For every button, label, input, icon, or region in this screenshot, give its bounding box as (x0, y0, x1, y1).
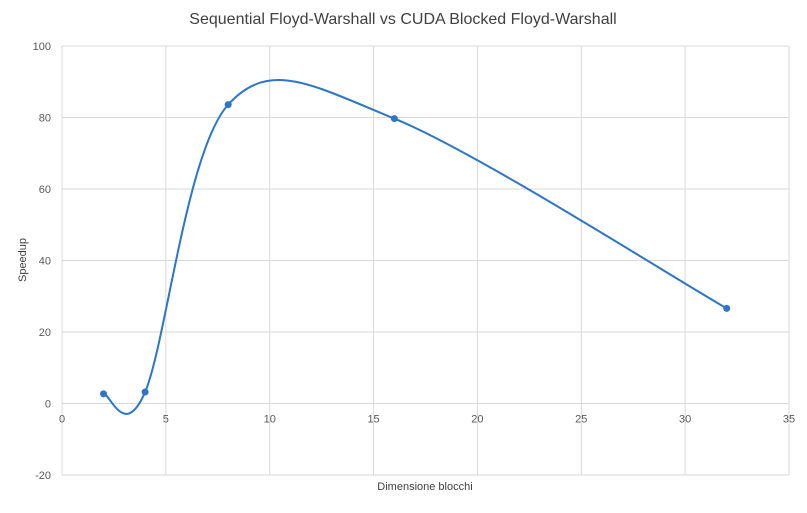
y-tick-label: 80 (39, 113, 51, 125)
x-tick-label: 20 (471, 414, 483, 426)
x-tick-label: 35 (783, 414, 795, 426)
y-axis-label: Speedup (17, 238, 29, 282)
y-tick-label: -20 (35, 470, 51, 482)
x-tick-label: 15 (367, 414, 379, 426)
grid (61, 45, 790, 476)
axis-ticks: -20 0 20 40 60 80 100 0 5 10 15 20 25 30 35 (33, 41, 795, 482)
data-point (390, 115, 398, 123)
data-point (723, 304, 731, 312)
y-tick-label: 0 (45, 399, 51, 411)
x-tick-label: 10 (264, 414, 276, 426)
data-point (100, 390, 108, 398)
y-tick-label: 20 (39, 327, 51, 339)
x-axis-label: Dimensione blocchi (377, 481, 472, 493)
x-tick-label: 5 (163, 414, 169, 426)
y-tick-label: 40 (39, 256, 51, 268)
y-tick-label: 100 (33, 41, 51, 53)
data-point (141, 388, 149, 396)
y-tick-label: 60 (39, 184, 51, 196)
data-point (224, 101, 232, 109)
series-line-group (100, 79, 731, 415)
x-tick-label: 25 (575, 414, 587, 426)
x-tick-label: 0 (59, 414, 65, 426)
chart-title: Sequential Floyd-Warshall vs CUDA Blocke… (189, 11, 616, 28)
x-tick-label: 30 (679, 414, 691, 426)
series-line (103, 79, 728, 415)
